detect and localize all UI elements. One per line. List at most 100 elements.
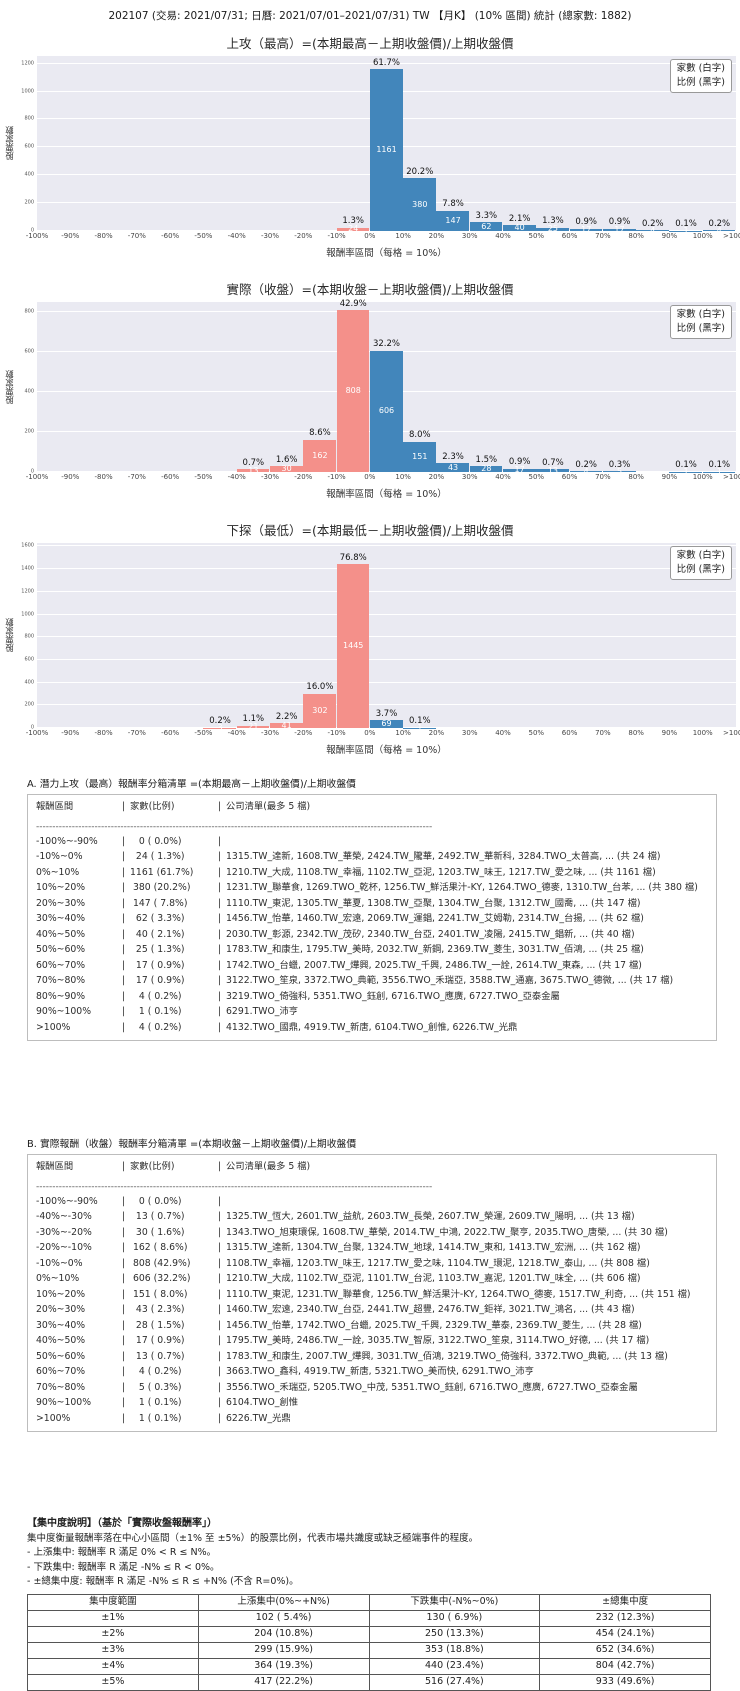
legend-entry-count: 家數 (白字) (677, 62, 725, 76)
pipe: | (218, 880, 226, 896)
y-tick-label: 400 (24, 390, 34, 395)
bin-count: 25 ( 1.3%) (130, 942, 218, 958)
bar-percent-label: 0.9% (609, 218, 631, 227)
bin-count: 380 (20.2%) (130, 880, 218, 896)
list-row: 60%~70%| 4 ( 0.2%)|3663.TWO_鑫科, 4919.TW_… (36, 1364, 708, 1380)
spacer (0, 1041, 740, 1126)
bar-count-label: 1445 (343, 642, 363, 650)
x-tick-label: -60% (161, 233, 179, 240)
pipe: | (218, 799, 226, 815)
y-tick-label: 1200 (21, 61, 34, 66)
chart-title: 實際（收盤）=(本期收盤－上期收盤價)/上期收盤價 (4, 279, 736, 298)
pipe: | (218, 1020, 226, 1036)
concentration-header-row: 集中度範圍上漲集中(0%~+N%)下跌集中(-N%~0%)±總集中度 (28, 1594, 711, 1610)
bin-range: 70%~80% (36, 1380, 122, 1396)
legend: 家數 (白字)比例 (黑字) (670, 305, 732, 339)
y-axis-label: 股票家數 (4, 302, 17, 472)
bar-percent-label: 0.7% (243, 459, 265, 468)
pipe: | (218, 1240, 226, 1256)
concentration-bullet-up: - 上漲集中: 報酬率 R 滿足 0% < R ≤ N%。 (27, 1546, 713, 1561)
list-row: -100%~-90%| 0 ( 0.0%)| (36, 834, 708, 850)
concentration-cell: 299 (15.9%) (198, 1642, 369, 1658)
x-tick-label: 80% (628, 474, 644, 481)
bar-percent-label: 0.2% (642, 220, 664, 229)
pipe: | (122, 1225, 130, 1241)
pipe: | (218, 865, 226, 881)
concentration-cell: 652 (34.6%) (540, 1642, 711, 1658)
bin-range: 10%~20% (36, 1287, 122, 1303)
legend: 家數 (白字)比例 (黑字) (670, 59, 732, 93)
bin-companies: 1456.TW_怡華, 1460.TW_宏遠, 2069.TW_運錩, 2241… (226, 911, 708, 927)
pipe: | (122, 1240, 130, 1256)
bin-range: 60%~70% (36, 958, 122, 974)
concentration-cell: ±1% (28, 1610, 199, 1626)
list-row: 70%~80%| 5 ( 0.3%)|3556.TWO_禾瑞亞, 5205.TW… (36, 1380, 708, 1396)
concentration-cell: ±4% (28, 1658, 199, 1674)
bin-range: 80%~90% (36, 989, 122, 1005)
x-tick-label: 0% (364, 730, 375, 737)
bin-list-b: 報酬區間|家數(比例)|公司清單(最多 5 檔)----------------… (27, 1154, 717, 1432)
y-tick-label: 1200 (21, 589, 34, 594)
pipe: | (218, 1271, 226, 1287)
gridline (37, 682, 736, 683)
gridline (37, 614, 736, 615)
list-header-range: 報酬區間 (36, 1159, 122, 1175)
bin-companies: 1456.TW_怡華, 1742.TWO_台蠟, 2025.TW_千興, 232… (226, 1318, 708, 1334)
pipe: | (218, 1256, 226, 1272)
y-tick-label: 800 (24, 117, 34, 122)
x-tick-label: -50% (194, 474, 212, 481)
pipe: | (122, 1004, 130, 1020)
pipe: | (218, 1349, 226, 1365)
list-row: 10%~20%| 380 (20.2%)|1231.TW_聯華食, 1269.T… (36, 880, 708, 896)
y-tick-label: 600 (24, 350, 34, 355)
x-tick-label: -50% (194, 730, 212, 737)
bin-count: 13 ( 0.7%) (130, 1209, 218, 1225)
pipe: | (122, 1380, 130, 1396)
bin-count: 43 ( 2.3%) (130, 1302, 218, 1318)
bin-companies: 4132.TWO_國鼎, 4919.TW_新唐, 6104.TWO_創惟, 62… (226, 1020, 708, 1036)
bin-count: 17 ( 0.9%) (130, 1333, 218, 1349)
pipe: | (218, 1302, 226, 1318)
y-tick-label: 1000 (21, 612, 34, 617)
pipe: | (218, 927, 226, 943)
list-header-count: 家數(比例) (130, 799, 218, 815)
bin-range: 20%~30% (36, 896, 122, 912)
list-row: -30%~-20%| 30 ( 1.6%)|1343.TWO_旭東環保, 160… (36, 1225, 708, 1241)
list-row: 90%~100%| 1 ( 0.1%)|6104.TWO_創惟 (36, 1395, 708, 1411)
pipe: | (122, 989, 130, 1005)
bar-percent-label: 1.3% (542, 217, 564, 226)
bin-count: 17 ( 0.9%) (130, 958, 218, 974)
x-tick-label: 10% (395, 730, 411, 737)
bar-count-label: 147 (445, 217, 460, 225)
section-a-title: A. 潛力上攻（最高）報酬率分箱清單 =(本期最高－上期收盤價)/上期收盤價 (27, 776, 717, 790)
list-header-range: 報酬區間 (36, 799, 122, 815)
list-row: >100%| 1 ( 0.1%)|6226.TW_光鼎 (36, 1411, 708, 1427)
bin-count: 151 ( 8.0%) (130, 1287, 218, 1303)
section-a: A. 潛力上攻（最高）報酬率分箱清單 =(本期最高－上期收盤價)/上期收盤價 報… (27, 776, 717, 1041)
bar-percent-label: 0.2% (209, 717, 231, 726)
gridline (37, 636, 736, 637)
x-tick-label: 50% (529, 474, 545, 481)
bin-count: 17 ( 0.9%) (130, 973, 218, 989)
pipe: | (122, 973, 130, 989)
bin-range: 70%~80% (36, 973, 122, 989)
bin-range: >100% (36, 1411, 122, 1427)
bin-companies: 1231.TW_聯華食, 1269.TWO_乾杯, 1256.TW_鮮活果汁-K… (226, 880, 708, 896)
bin-companies: 1210.TW_大成, 1102.TW_亞泥, 1101.TW_台泥, 1103… (226, 1271, 708, 1287)
bin-companies: 6226.TW_光鼎 (226, 1411, 708, 1427)
section-b-title: B. 實際報酬（收盤）報酬率分箱清單 =(本期收盤－上期收盤價)/上期收盤價 (27, 1136, 717, 1150)
bin-companies: 1783.TW_和康生, 2007.TW_燁興, 3031.TW_佰鴻, 321… (226, 1349, 708, 1365)
x-axis-ticks: -100%-90%-80%-70%-60%-50%-40%-30%-20%-10… (37, 231, 736, 242)
concentration-row: ±1%102 ( 5.4%)130 ( 6.9%)232 (12.3%) (28, 1610, 711, 1626)
y-tick-label: 200 (24, 430, 34, 435)
x-tick-label: -50% (194, 233, 212, 240)
pipe: | (122, 896, 130, 912)
bin-range: 0%~10% (36, 1271, 122, 1287)
pipe: | (218, 942, 226, 958)
list-row: -10%~0%| 808 (42.9%)|1108.TW_幸福, 1203.TW… (36, 1256, 708, 1272)
x-tick-label: 50% (529, 730, 545, 737)
bar-count-label: 28 (481, 465, 491, 473)
bin-companies: 3663.TWO_鑫科, 4919.TW_新唐, 5321.TWO_美而快, 6… (226, 1364, 708, 1380)
pipe: | (122, 1333, 130, 1349)
x-tick-label: -30% (261, 730, 279, 737)
